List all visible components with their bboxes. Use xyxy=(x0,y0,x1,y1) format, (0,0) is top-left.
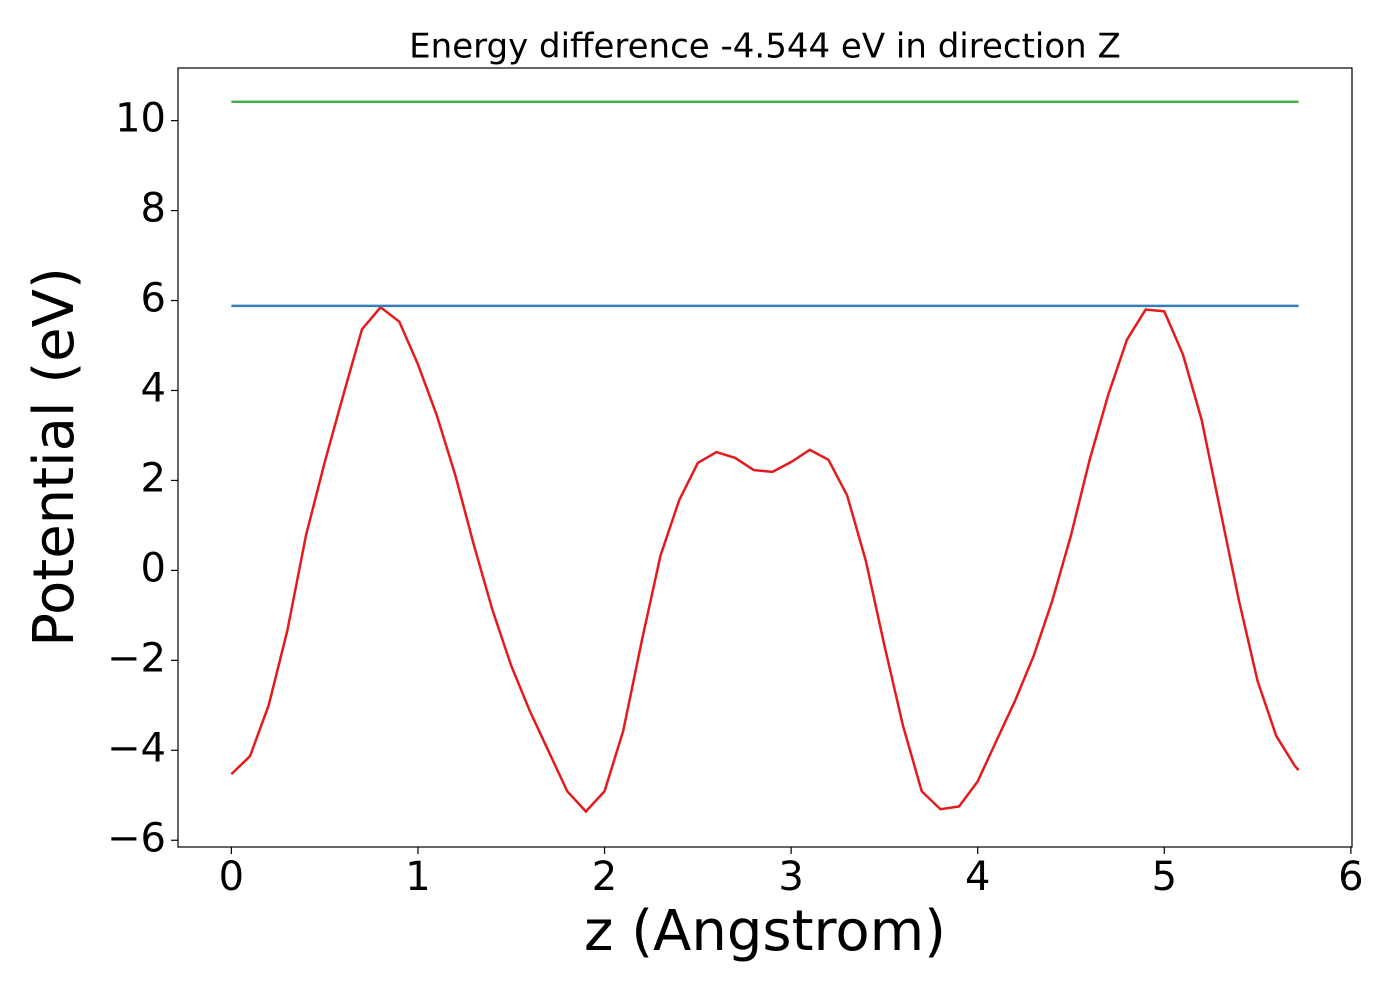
y-tick-label: 8 xyxy=(141,186,166,232)
x-tick-label: 3 xyxy=(778,854,803,900)
plot-frame xyxy=(177,67,1353,848)
x-tick-label: 6 xyxy=(1338,854,1363,900)
y-tick-label: −6 xyxy=(107,815,166,861)
y-tick-label: −2 xyxy=(107,635,166,681)
x-tick-label: 1 xyxy=(405,854,430,900)
y-tick-label: 0 xyxy=(141,545,166,591)
y-axis-label: Potential (eV) xyxy=(22,267,87,647)
x-tick-label: 0 xyxy=(219,854,244,900)
x-tick-label: 2 xyxy=(592,854,617,900)
data-line xyxy=(230,305,1300,814)
x-tick-label: 4 xyxy=(965,854,990,900)
x-axis-label: z (Angstrom) xyxy=(584,899,946,964)
y-tick-label: 2 xyxy=(141,455,166,501)
y-tick-label: 10 xyxy=(115,96,166,142)
y-tick-label: 6 xyxy=(141,276,166,322)
y-tick-label: −4 xyxy=(107,725,166,771)
x-tick-label: 5 xyxy=(1152,854,1177,900)
chart-title: Energy difference -4.544 eV in direction… xyxy=(409,27,1121,67)
y-tick-label: 4 xyxy=(141,365,166,411)
